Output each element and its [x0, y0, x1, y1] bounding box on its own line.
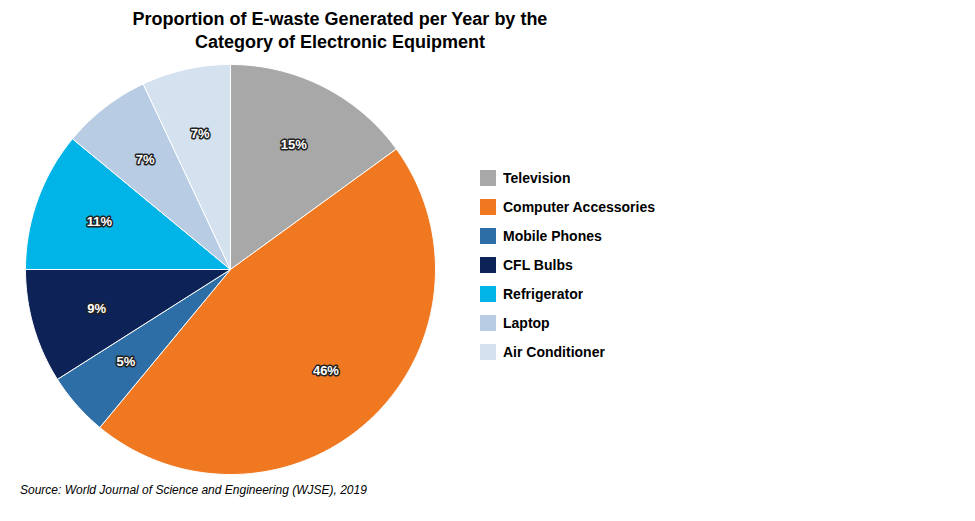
html-text:CFL Bulbs: CFL Bulbs [503, 257, 573, 273]
html-text:Television: Television [503, 170, 571, 186]
html-text:Laptop: Laptop [503, 315, 550, 331]
html-text:Air Conditioner: Air Conditioner [503, 344, 605, 360]
svg-text:9%: 9% [87, 301, 106, 316]
svg-text:7%: 7% [191, 126, 210, 141]
svg-text:5%: 5% [117, 354, 136, 369]
html-text:Source: World Journal of Scien: Source: World Journal of Science and Eng… [20, 483, 367, 497]
html-text:Mobile Phones: Mobile Phones [503, 228, 602, 244]
html-text:Refrigerator: Refrigerator [503, 286, 584, 302]
svg-text:15%: 15% [281, 137, 307, 152]
svg-text:46%: 46% [313, 363, 339, 378]
svg-text:11%: 11% [87, 214, 113, 229]
html-text:Proportion of E-waste Generate: Proportion of E-waste Generated per Year… [132, 9, 548, 52]
html-text:Computer Accessories: Computer Accessories [503, 199, 655, 215]
svg-text:7%: 7% [136, 152, 155, 167]
